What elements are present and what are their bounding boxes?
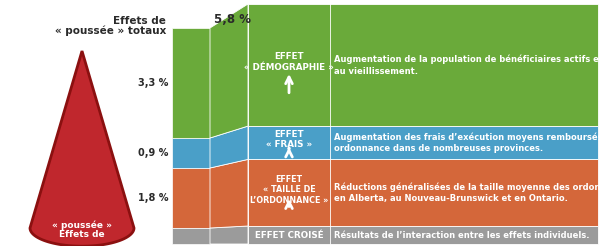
Polygon shape bbox=[30, 51, 134, 246]
Text: EFFET
« TAILLE DE
L’ORDONNANCE »: EFFET « TAILLE DE L’ORDONNANCE » bbox=[250, 175, 328, 205]
Text: EFFET
« FRAIS »: EFFET « FRAIS » bbox=[266, 130, 312, 150]
Bar bbox=[172, 228, 210, 244]
Polygon shape bbox=[30, 51, 134, 246]
Text: 1,8 %: 1,8 % bbox=[137, 193, 168, 203]
Text: Effets de: Effets de bbox=[113, 16, 166, 26]
Bar bbox=[248, 226, 598, 244]
Bar bbox=[172, 28, 210, 138]
Bar bbox=[248, 159, 598, 226]
Text: Augmentation des frais d’exécution moyens remboursés par
ordonnance dans de nomb: Augmentation des frais d’exécution moyen… bbox=[334, 132, 600, 153]
Text: 0,9 %: 0,9 % bbox=[137, 148, 168, 158]
Text: EFFET CROISÉ: EFFET CROISÉ bbox=[254, 231, 323, 240]
Text: Effets de: Effets de bbox=[59, 230, 105, 239]
Text: « poussée »: « poussée » bbox=[52, 221, 112, 231]
Text: EFFET
« DÉMOGRAPHIE »: EFFET « DÉMOGRAPHIE » bbox=[244, 52, 334, 72]
Polygon shape bbox=[210, 4, 248, 138]
Text: Augmentation de la population de bénéficiaires actifs et
au vieillissement.: Augmentation de la population de bénéfic… bbox=[334, 55, 600, 76]
Polygon shape bbox=[210, 159, 248, 228]
Polygon shape bbox=[210, 126, 248, 168]
Text: « poussée » totaux: « poussée » totaux bbox=[55, 26, 166, 36]
Bar bbox=[172, 168, 210, 228]
Polygon shape bbox=[210, 226, 248, 244]
Bar bbox=[172, 138, 210, 168]
Text: Réductions généralisées de la taille moyenne des ordonnances
en Alberta, au Nouv: Réductions généralisées de la taille moy… bbox=[334, 182, 600, 203]
Text: 5,8 %: 5,8 % bbox=[214, 13, 251, 26]
Text: Résultats de l’interaction entre les effets individuels.: Résultats de l’interaction entre les eff… bbox=[334, 231, 589, 240]
Bar bbox=[248, 126, 598, 159]
Bar bbox=[248, 4, 598, 126]
Text: 3,3 %: 3,3 % bbox=[137, 78, 168, 88]
